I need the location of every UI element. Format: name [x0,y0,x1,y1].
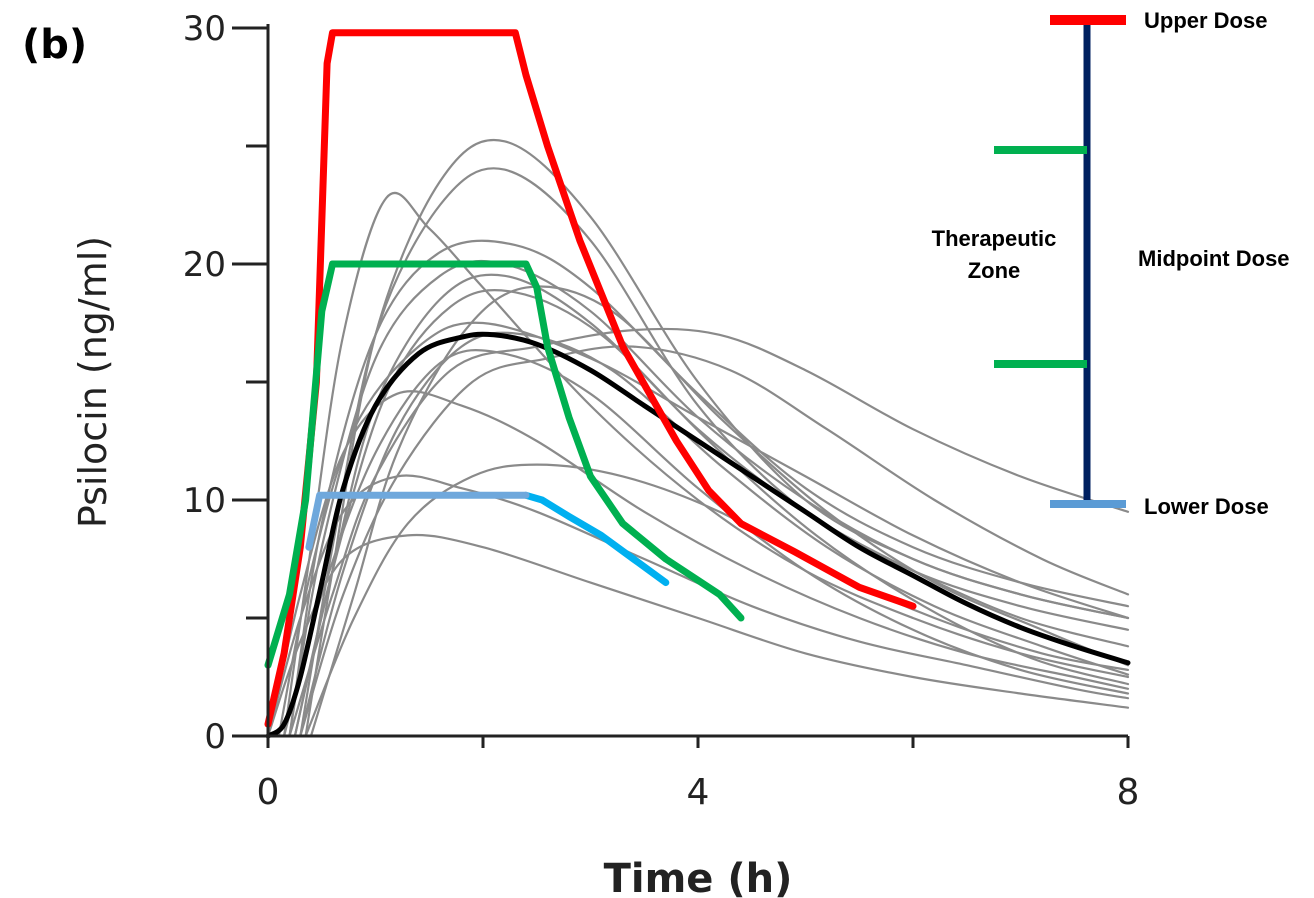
individual-profile-5 [295,275,1128,736]
x-tick-label-8: 8 [1117,772,1140,813]
midpoint-dose-label: Midpoint Dose [1138,246,1290,271]
therapeutic-zone-label-line1: Therapeutic [932,226,1057,251]
y-tick-label-10: 10 [183,481,226,521]
x-tick-label-0: 0 [257,772,280,813]
individual-profile-16 [295,290,1128,736]
y-tick-label-20: 20 [183,245,226,285]
y-tick-label-30: 30 [183,9,226,49]
individual-profile-6 [279,323,1128,736]
individual-profile-10 [268,476,1128,736]
dose-scale: Upper Dose Midpoint Dose Lower Dose Ther… [932,8,1290,519]
y-axis-label: Psilocin (ng/ml) [71,236,115,528]
individual-profile-15 [284,350,1128,736]
individual-profile-11 [306,465,1128,736]
y-tick-label-0: 0 [204,717,226,757]
x-axis-label: Time (h) [604,856,793,898]
lower-dose-label: Lower Dose [1144,494,1269,519]
individual-profile-8 [300,346,1128,736]
individual-profile-12 [268,535,1128,736]
panel-label: (b) [22,22,87,68]
x-tick-label-4: 4 [687,772,710,813]
upper-dose-label: Upper Dose [1144,8,1267,33]
therapeutic-zone-label-line2: Zone [968,258,1021,283]
